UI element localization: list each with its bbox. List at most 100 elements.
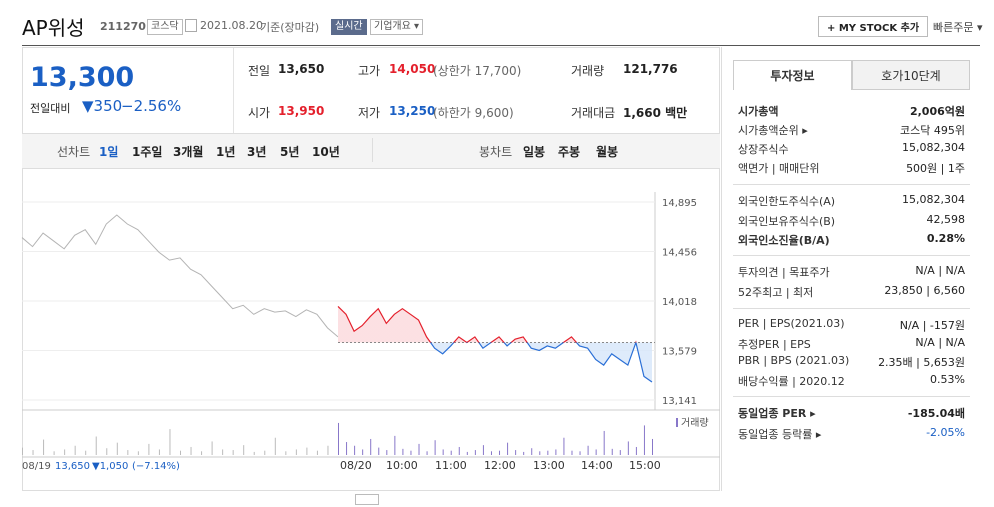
date-basis: 기준(장마감) <box>260 21 320 34</box>
period-tab[interactable]: 5년 <box>280 145 300 159</box>
volume-bar <box>295 449 297 455</box>
summary-value: 13,950 <box>278 104 325 118</box>
volume-bar <box>434 440 436 455</box>
summary-value: 13,250 <box>389 104 436 118</box>
volume-bar <box>316 450 318 455</box>
header-rule <box>22 45 980 46</box>
volume-bar <box>426 451 428 455</box>
stock-code: 211270 <box>100 20 146 33</box>
volume-bar <box>116 442 118 455</box>
summary-value: 1,660 백만 <box>623 106 688 120</box>
volume-bar <box>652 438 653 455</box>
y-tick-label: 13,579 <box>662 347 697 358</box>
volume-bar <box>466 451 468 455</box>
period-tab[interactable]: 3개월 <box>173 145 204 159</box>
volume-bar <box>264 450 266 455</box>
info-value: N/A | N/A <box>915 335 965 349</box>
y-tick-label: 14,895 <box>662 198 697 209</box>
volume-bar <box>232 450 234 455</box>
volume-bar <box>539 451 541 455</box>
volume-bar <box>410 450 412 455</box>
volume-bar <box>53 451 55 455</box>
volume-bar <box>22 447 23 455</box>
side-tab[interactable]: 투자정보 <box>733 60 852 90</box>
mystock-button[interactable]: + MY STOCK 추가 <box>818 16 929 37</box>
area-fill <box>338 306 652 383</box>
candle-tab[interactable]: 주봉 <box>558 145 581 159</box>
prev-pct: (−7.14%) <box>132 461 180 472</box>
stock-name: AP위성 <box>22 16 85 40</box>
quick-order[interactable]: 빠른주문 ▾ <box>933 21 983 34</box>
prev-date: 08/19 <box>22 461 51 472</box>
x-tick-label: 10:00 <box>386 459 418 472</box>
info-value: 2.35배 | 5,653원 <box>878 356 965 370</box>
prev-change: ▼1,050 <box>92 461 128 472</box>
period-tab[interactable]: 3년 <box>247 145 267 159</box>
info-label: 외국인보유주식수(B) <box>738 214 836 228</box>
tab-group-label: 선차트 <box>57 145 91 159</box>
volume-bar <box>201 451 203 455</box>
info-value: 코스닥 495위 <box>900 124 965 137</box>
candle-tab[interactable]: 일봉 <box>523 145 546 159</box>
volume-bar <box>619 450 621 455</box>
volume-bar <box>507 442 509 455</box>
info-value: 0.53% <box>930 373 965 387</box>
volume-bar <box>222 449 224 455</box>
volume-bar <box>148 443 150 455</box>
info-label: 52주최고 | 최저 <box>738 285 814 299</box>
volume-bar <box>587 445 589 455</box>
chart-tabs <box>22 133 720 169</box>
info-value: 15,082,304 <box>902 141 965 154</box>
period-tab[interactable]: 1일 <box>99 145 119 159</box>
y-tick-label: 14,018 <box>662 297 697 308</box>
volume-bar <box>137 451 139 455</box>
side-border <box>721 47 722 491</box>
candle-tab[interactable]: 월봉 <box>596 145 619 159</box>
legend-label: 거래량 <box>681 417 709 429</box>
volume-bar <box>515 450 517 455</box>
volume-bar <box>474 450 476 455</box>
info-value: N/A | -157원 <box>899 319 965 332</box>
period-tab[interactable]: 1년 <box>216 145 236 159</box>
volume-bar <box>555 449 557 455</box>
volume-bar <box>211 441 213 455</box>
info-label: 추정PER | EPS <box>738 337 811 351</box>
summary-value: 13,650 <box>278 62 325 76</box>
info-label: 배당수익률 | 2020.12 <box>738 375 845 389</box>
collapse-button[interactable] <box>355 494 379 505</box>
volume-bar <box>106 448 108 455</box>
side-tab[interactable]: 호가10단계 <box>852 60 970 90</box>
info-label: 동일업종 PER ▸ <box>738 407 816 420</box>
realtime-badge[interactable]: 실시간 <box>331 19 367 35</box>
volume-bar <box>418 443 420 455</box>
volume-bar <box>603 430 605 455</box>
volume-bar <box>450 450 452 455</box>
period-tab[interactable]: 10년 <box>312 145 340 159</box>
x-tick-label: 12:00 <box>484 459 516 472</box>
volume-bar <box>43 439 45 455</box>
volume-bar <box>635 446 637 455</box>
summary-label: 거래량 <box>571 64 605 78</box>
volume-bar <box>362 449 364 455</box>
volume-bar <box>643 425 645 455</box>
volume-bar <box>458 446 460 455</box>
side-rule <box>733 396 970 397</box>
price-line <box>337 305 653 383</box>
side-rule <box>733 255 970 256</box>
overview-button[interactable]: 기업개요 ▾ <box>370 19 423 35</box>
volume-bar <box>531 448 533 455</box>
main-box <box>22 47 720 491</box>
chart: 14,895 14,456 14,018 13,579 13,141 거래량 08/20 10… <box>21 192 720 472</box>
info-label: PBR | BPS (2021.03) <box>738 354 850 368</box>
legend-swatch <box>676 418 678 427</box>
period-tab[interactable]: 1주일 <box>132 145 163 159</box>
volume-bar <box>190 446 192 455</box>
calendar-icon <box>185 19 197 32</box>
summary-label: 시가 <box>248 106 271 120</box>
tab-divider <box>372 138 373 162</box>
price: 13,300 <box>30 62 135 93</box>
volume-bar <box>346 442 348 455</box>
volume-bar <box>378 447 380 455</box>
date: 2021.08.20 <box>200 19 263 32</box>
info-label: 투자의견 | 목표주가 <box>738 266 830 279</box>
